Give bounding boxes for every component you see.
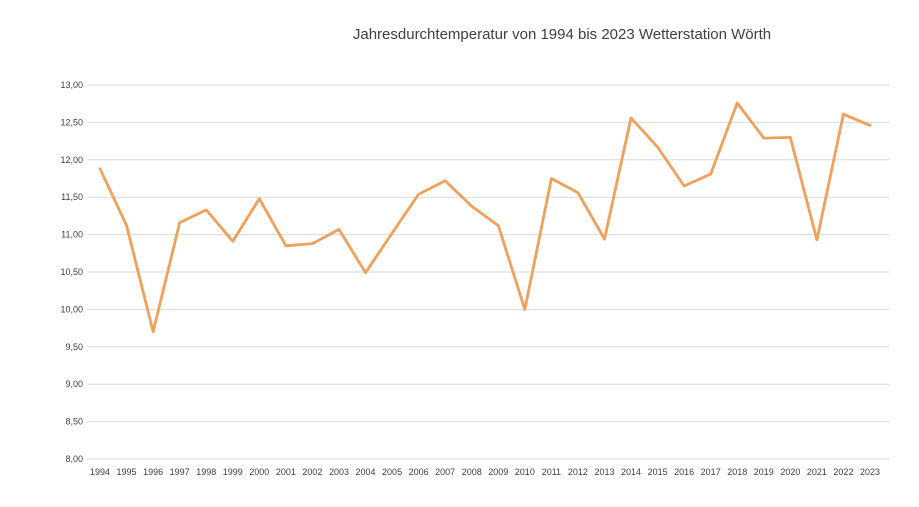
- x-tick-label: 2022: [833, 467, 853, 477]
- x-tick-label: 2004: [356, 467, 376, 477]
- y-tick-label: 11,50: [61, 192, 83, 202]
- y-tick-label: 12,00: [60, 155, 83, 165]
- x-tick-label: 1997: [170, 467, 190, 477]
- y-tick-label: 11,00: [61, 230, 83, 240]
- x-tick-label: 2013: [594, 467, 614, 477]
- y-tick-label: 9,00: [65, 379, 83, 389]
- y-tick-label: 10,50: [60, 267, 83, 277]
- x-tick-label: 2000: [249, 467, 269, 477]
- y-tick-label: 8,50: [65, 417, 83, 427]
- x-tick-label: 1995: [117, 467, 137, 477]
- x-tick-label: 2019: [754, 467, 774, 477]
- x-tick-label: 2023: [860, 467, 880, 477]
- x-tick-label: 2003: [329, 467, 349, 477]
- x-tick-label: 2011: [542, 467, 561, 477]
- x-tick-label: 2020: [780, 467, 800, 477]
- x-tick-label: 1994: [90, 467, 110, 477]
- x-tick-label: 2015: [648, 467, 668, 477]
- x-axis-tick-labels: 1994 1995 1996 1997 1998 1999 2000 2001 2002 2003…: [90, 467, 880, 477]
- y-tick-label: 9,50: [65, 342, 83, 352]
- x-tick-label: 2018: [727, 467, 747, 477]
- y-tick-label: 12,50: [60, 117, 83, 127]
- y-tick-label: 8,00: [65, 454, 83, 464]
- x-tick-label: 2010: [515, 467, 535, 477]
- gridlines: [87, 84, 889, 460]
- x-tick-label: 2008: [462, 467, 482, 477]
- series-group: [98, 101, 872, 334]
- x-tick-label: 2006: [409, 467, 429, 477]
- chart-title: Jahresdurchtemperatur von 1994 bis 2023 …: [353, 26, 771, 43]
- x-tick-label: 2002: [302, 467, 322, 477]
- x-tick-label: 2005: [382, 467, 402, 477]
- x-tick-label: 2016: [674, 467, 694, 477]
- x-tick-label: 1999: [223, 467, 243, 477]
- x-tick-label: 1998: [196, 467, 216, 477]
- x-tick-label: 2009: [488, 467, 508, 477]
- y-tick-label: 10,00: [60, 304, 83, 314]
- x-tick-label: 2017: [701, 467, 721, 477]
- series-line: [98, 101, 872, 334]
- x-tick-label: 2007: [435, 467, 455, 477]
- x-tick-label: 2012: [568, 467, 588, 477]
- x-tick-label: 1996: [143, 467, 163, 477]
- x-tick-label: 2001: [276, 467, 296, 477]
- x-tick-label: 2021: [807, 467, 827, 477]
- y-axis-tick-labels: 8,00 8,50 9,00 9,50 10,00 10,50 11,00 11,50 12,0…: [60, 80, 83, 464]
- x-tick-label: 2014: [621, 467, 641, 477]
- y-tick-label: 13,00: [60, 80, 83, 90]
